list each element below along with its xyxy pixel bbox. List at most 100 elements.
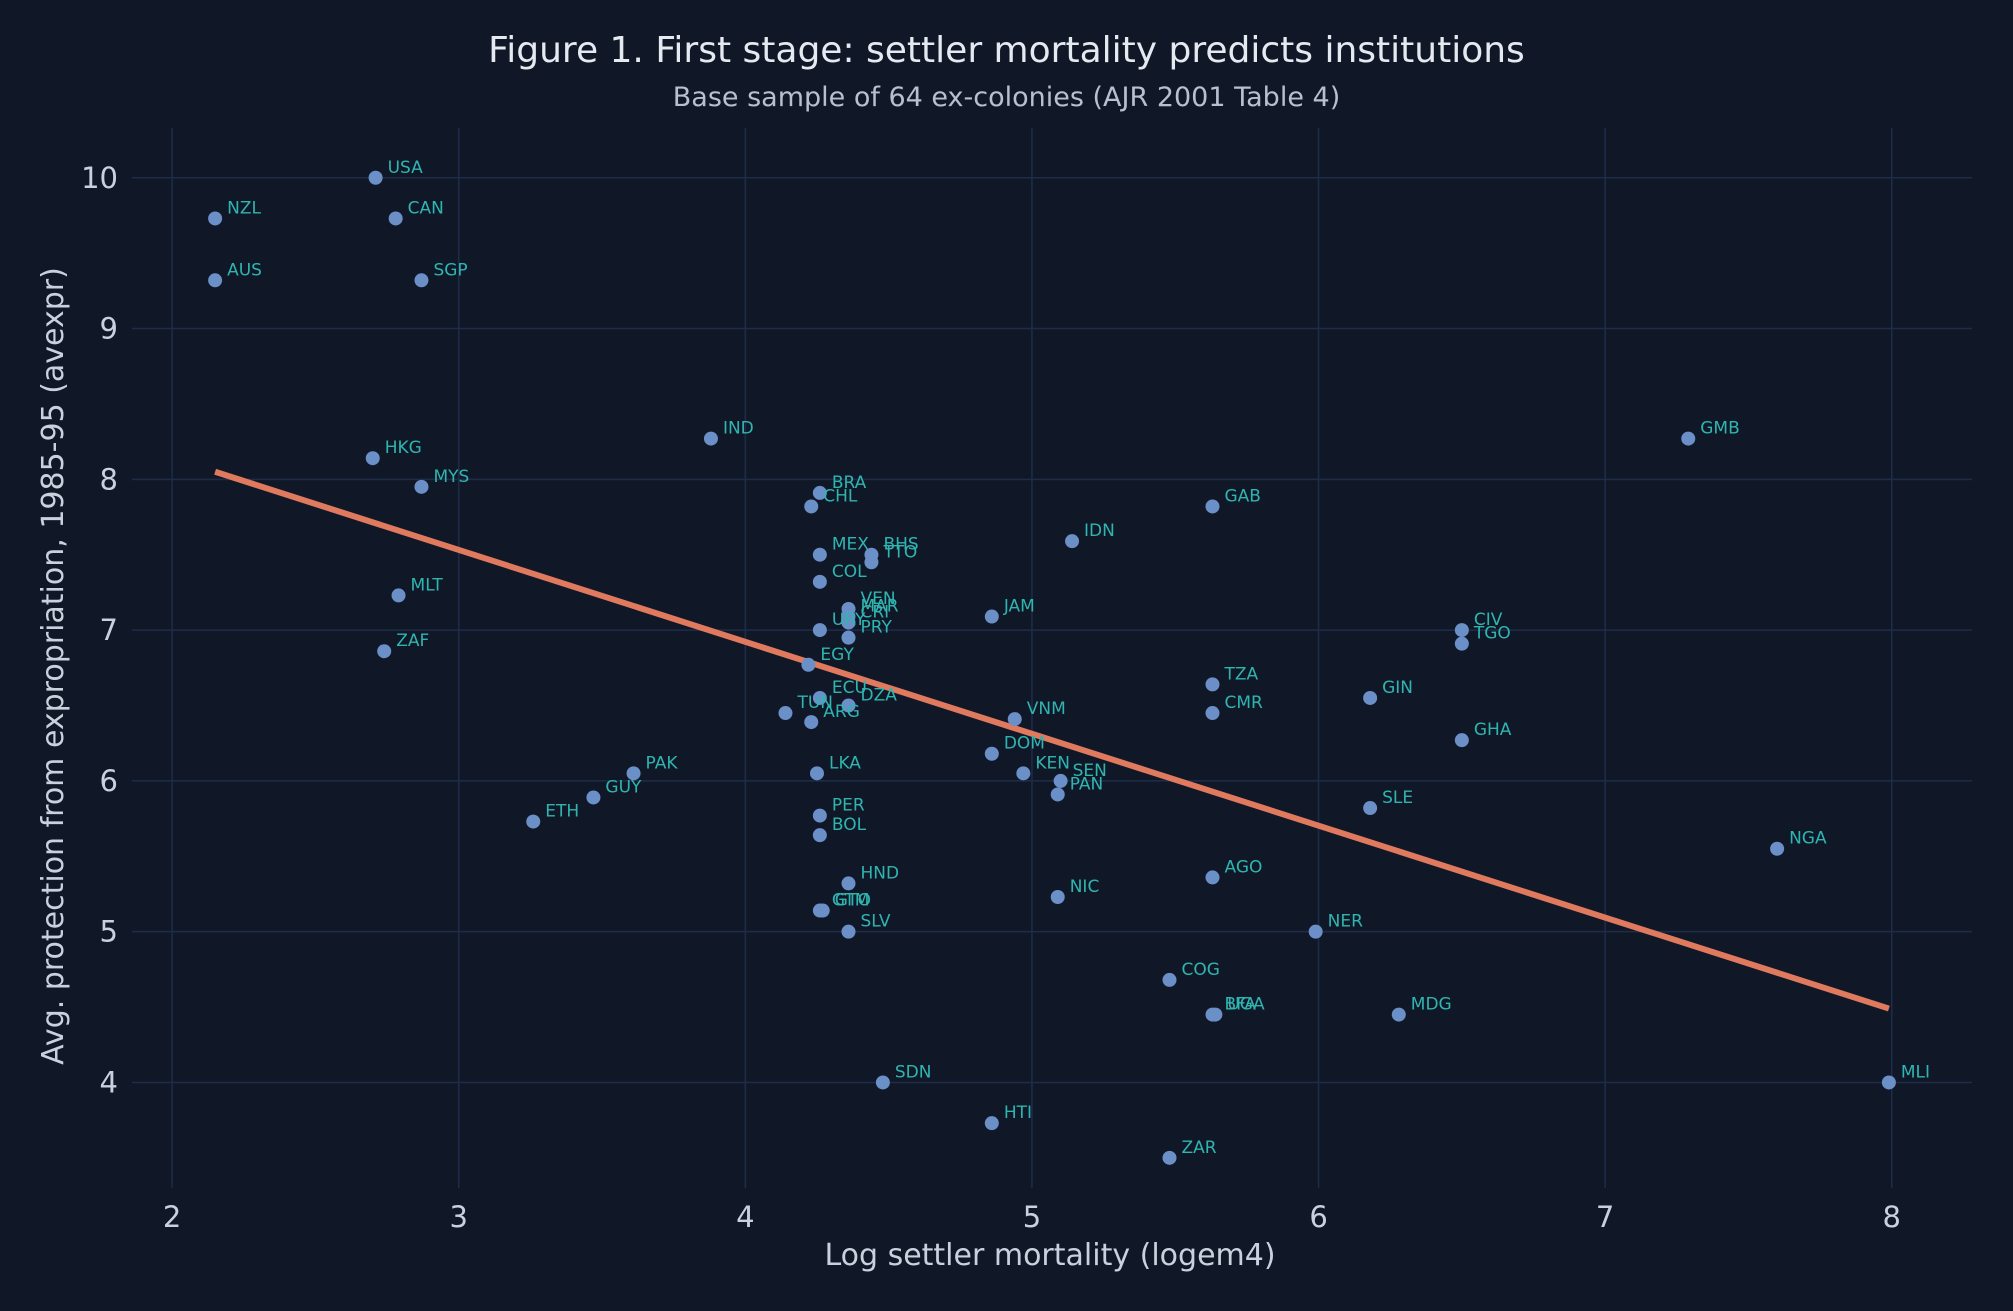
- regression-line-group: [214, 468, 1890, 1012]
- data-point-label: PRY: [861, 618, 893, 638]
- data-point-label: GIN: [1382, 678, 1413, 698]
- data-point: [1053, 773, 1068, 788]
- data-point-label: PER: [832, 796, 865, 816]
- data-point-label: COL: [832, 562, 867, 582]
- y-tick-label: 6: [100, 764, 118, 798]
- data-point-label: AUS: [227, 260, 262, 280]
- data-points: [208, 170, 1896, 1165]
- data-point-label: SLE: [1382, 788, 1413, 808]
- chart-subtitle: Base sample of 64 ex-colonies (AJR 2001 …: [672, 82, 1341, 113]
- x-tick-label: 3: [450, 1200, 468, 1234]
- data-point-label: GMB: [1700, 419, 1740, 439]
- data-point-label: CAN: [408, 198, 444, 218]
- data-point-label: GAB: [1224, 486, 1260, 506]
- data-point: [1363, 690, 1378, 705]
- data-point: [812, 547, 827, 562]
- data-point: [841, 876, 856, 891]
- data-point-label: BHS: [883, 535, 918, 555]
- data-point: [1205, 499, 1220, 514]
- data-point: [809, 766, 824, 781]
- data-point-label: URY: [832, 610, 866, 630]
- data-point-label: MLI: [1901, 1062, 1930, 1082]
- data-point-label: GTM: [832, 891, 870, 911]
- data-point-label: MDG: [1411, 995, 1452, 1015]
- data-point: [703, 431, 718, 446]
- data-point-label: GTO: [835, 891, 871, 911]
- data-point-label: ECU: [832, 678, 867, 698]
- data-point: [841, 924, 856, 939]
- data-point: [984, 609, 999, 624]
- data-point: [1205, 677, 1220, 692]
- data-point: [391, 588, 406, 603]
- data-point: [1454, 623, 1469, 638]
- data-point: [1681, 431, 1696, 446]
- data-point-label: BOL: [832, 815, 867, 835]
- data-point-label: SGP: [433, 260, 467, 280]
- y-axis-label: Avg. protection from expropriation, 1985…: [36, 267, 71, 1065]
- data-point-label: CHL: [823, 486, 858, 506]
- data-point-label: DZA: [861, 685, 898, 705]
- data-point: [1162, 1150, 1177, 1165]
- data-point-label: NER: [1328, 912, 1363, 932]
- y-tick-label: 4: [100, 1065, 118, 1099]
- data-point-label: ZAF: [396, 631, 429, 651]
- x-axis-ticks: 2 3 4 5 6 7 8: [163, 1200, 1901, 1234]
- data-point: [1363, 801, 1378, 816]
- y-tick-label: 10: [81, 161, 118, 195]
- data-point-label: MAR: [861, 597, 899, 617]
- data-point-label: PAN: [1070, 774, 1104, 794]
- data-point: [815, 903, 830, 918]
- data-point: [1016, 766, 1031, 781]
- data-point-label: NIC: [1070, 877, 1100, 897]
- data-point: [1050, 889, 1065, 904]
- data-point-label: BRA: [832, 473, 867, 493]
- data-point: [1454, 636, 1469, 651]
- chart-title: Figure 1. First stage: settler mortality…: [488, 30, 1525, 71]
- data-point: [388, 211, 403, 226]
- data-point: [812, 574, 827, 589]
- data-point-label: MYS: [433, 467, 469, 487]
- data-point: [812, 828, 827, 843]
- data-point: [208, 273, 223, 288]
- data-point-label: HTI: [1004, 1103, 1032, 1123]
- y-tick-label: 8: [100, 462, 118, 496]
- gridlines: [132, 128, 1972, 1188]
- data-point-label: SDN: [895, 1062, 932, 1082]
- x-tick-label: 7: [1596, 1200, 1614, 1234]
- data-point: [984, 1116, 999, 1131]
- data-point: [1308, 924, 1323, 939]
- x-tick-label: 5: [1023, 1200, 1041, 1234]
- data-point-label: GHA: [1474, 720, 1512, 740]
- data-point-label: HKG: [385, 438, 422, 458]
- data-point-label: LKA: [829, 753, 861, 773]
- data-point-label: EGY: [820, 645, 854, 665]
- data-point-label: AGO: [1224, 857, 1262, 877]
- data-point-label: BFA: [1224, 995, 1256, 1015]
- x-tick-label: 6: [1309, 1200, 1327, 1234]
- data-point: [414, 479, 429, 494]
- data-point: [1065, 534, 1080, 549]
- data-point: [377, 644, 392, 659]
- data-point-label: NGA: [1789, 829, 1827, 849]
- data-point: [1205, 870, 1220, 885]
- data-point: [841, 630, 856, 645]
- data-point: [812, 690, 827, 705]
- data-point-label: HND: [861, 863, 900, 883]
- data-point-label: DOM: [1004, 734, 1045, 754]
- data-point: [208, 211, 223, 226]
- x-tick-label: 4: [736, 1200, 754, 1234]
- data-point-label: TTO: [882, 542, 917, 562]
- data-point-label: TGO: [1473, 624, 1511, 644]
- data-point: [812, 623, 827, 638]
- data-point-label: MEX: [832, 535, 869, 555]
- data-point: [875, 1075, 890, 1090]
- data-point-label: MLT: [411, 575, 444, 595]
- data-point: [1050, 787, 1065, 802]
- data-point-label: IND: [723, 419, 754, 439]
- data-point-label: UGA: [1227, 995, 1265, 1015]
- data-point: [778, 706, 793, 721]
- data-point-label: USA: [388, 158, 424, 178]
- x-tick-label: 2: [163, 1200, 181, 1234]
- data-point-label: VNM: [1027, 699, 1066, 719]
